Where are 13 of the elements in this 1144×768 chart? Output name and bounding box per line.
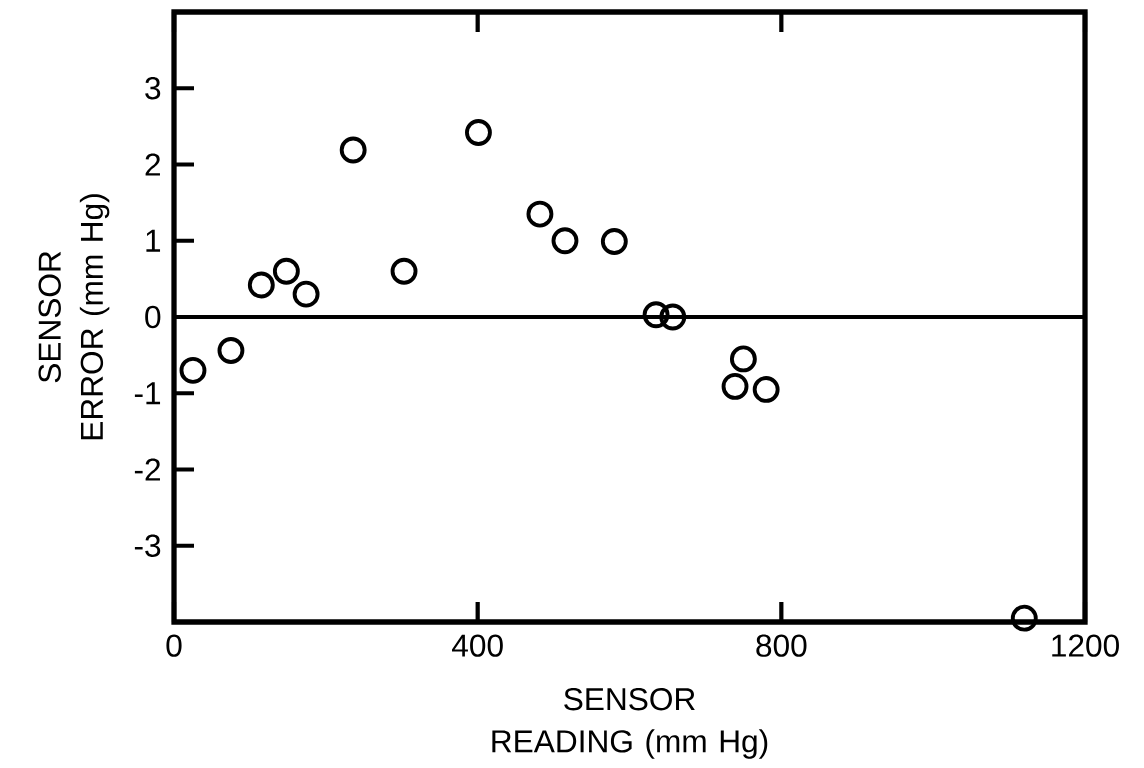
x-axis-title: SENSOR READING (mm Hg)	[492, 687, 768, 759]
x-tick-label: 0	[166, 634, 182, 657]
x-tick-label: 800	[756, 634, 807, 657]
y-axis-title: SENSOR ERROR (mm Hg)	[38, 194, 110, 440]
y-tick-label: 1	[146, 229, 161, 252]
x-tick-label: 1200	[1052, 634, 1119, 657]
y-tick-label: -1	[134, 382, 161, 405]
y-tick-label: -2	[134, 458, 160, 481]
y-tick-label: -3	[134, 534, 161, 557]
y-tick-label: 2	[145, 153, 160, 176]
x-tick-label: 400	[452, 634, 503, 657]
y-tick-label: 3	[145, 77, 161, 100]
y-tick-label: 0	[145, 305, 161, 329]
